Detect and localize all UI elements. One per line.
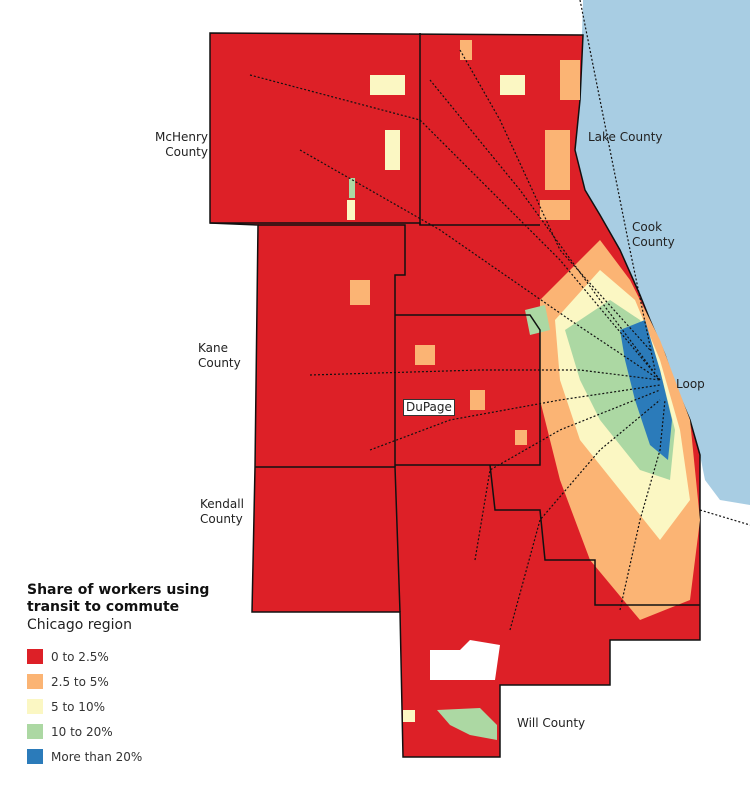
legend-subtitle: Chicago region (27, 617, 132, 633)
legend-label: 5 to 10% (51, 699, 105, 714)
label-kendall-county: Kendall County (200, 497, 244, 526)
label-lake-county: Lake County (588, 130, 663, 144)
transit-share-patches (347, 40, 700, 740)
legend-title: Share of workers using transit to commut… (27, 582, 210, 615)
label-will-county: Will County (517, 716, 586, 730)
legend: Share of workers using transit to commut… (27, 582, 217, 769)
legend-item: 2.5 to 5% (27, 669, 217, 694)
legend-label: 10 to 20% (51, 724, 113, 739)
label-mchenry-county: McHenry County (155, 130, 208, 159)
legend-item: 10 to 20% (27, 719, 217, 744)
label-dupage: DuPage (403, 399, 455, 416)
legend-swatch (27, 674, 43, 689)
label-loop: Loop (676, 377, 705, 391)
legend-swatch (27, 649, 43, 664)
legend-item: 5 to 10% (27, 694, 217, 719)
legend-item: 0 to 2.5% (27, 644, 217, 669)
legend-swatch (27, 699, 43, 714)
legend-swatch (27, 724, 43, 739)
legend-item: More than 20% (27, 744, 217, 769)
county-borders (210, 33, 700, 613)
legend-label: 0 to 2.5% (51, 649, 109, 664)
legend-swatch (27, 749, 43, 764)
region-fill (209, 32, 701, 758)
lake-michigan (575, 0, 750, 505)
legend-label: 2.5 to 5% (51, 674, 109, 689)
label-cook-county: Cook County (632, 220, 675, 249)
rail-lines (249, 0, 750, 631)
label-kane-county: Kane County (198, 341, 241, 370)
legend-label: More than 20% (51, 749, 143, 764)
